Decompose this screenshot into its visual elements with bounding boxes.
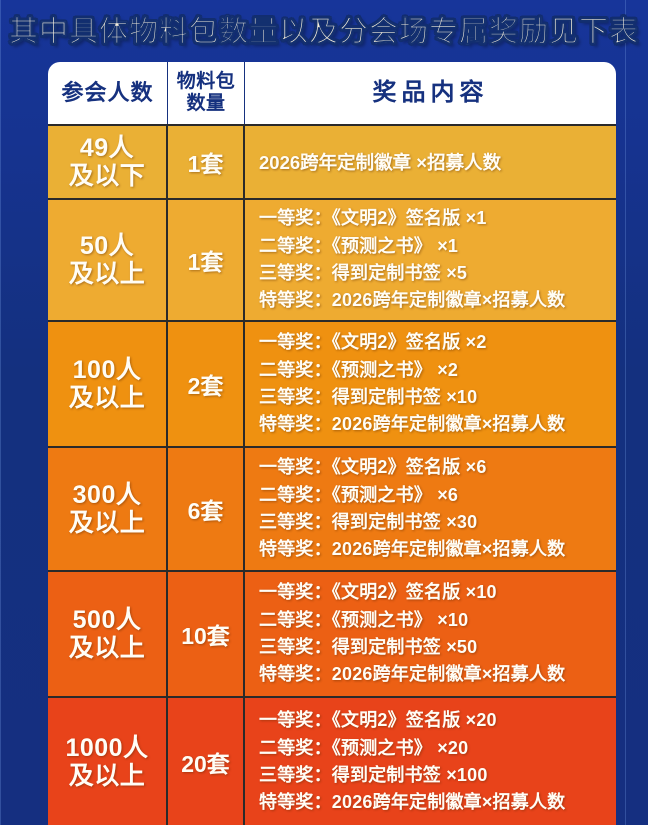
tier-line-1: 300人 xyxy=(72,481,142,509)
cell-attendee-tier: 50人 及以上 xyxy=(48,198,168,320)
table-body: 49人 及以下 1套 2026跨年定制徽章 ×招募人数 50人 及以上 1套 一等奖：《文明2… xyxy=(48,124,616,825)
prize-line: 特等奖：2026跨年定制徽章×招募人数 xyxy=(259,664,566,685)
column-header-prizes: 奖品内容 xyxy=(245,62,616,124)
tier-line-1: 1000人 xyxy=(65,734,149,762)
tier-line-2: 及以上 xyxy=(68,509,146,537)
cell-pack-count: 10套 xyxy=(168,570,245,696)
prize-line: 二等奖：《预测之书》 ×2 xyxy=(259,359,459,380)
table-row: 100人 及以上 2套 一等奖：《文明2》签名版 ×2 二等奖：《预测之书》 ×2 三等奖… xyxy=(48,320,616,446)
prize-line: 一等奖：《文明2》签名版 ×10 xyxy=(259,582,497,603)
prize-line: 二等奖：《预测之书》 ×20 xyxy=(259,737,469,758)
prize-line: 特等奖：2026跨年定制徽章×招募人数 xyxy=(259,792,566,813)
pack-count-value: 10套 xyxy=(181,623,230,649)
cell-prize-content: 一等奖：《文明2》签名版 ×6 二等奖：《预测之书》 ×6 三等奖：得到定制书签 ×… xyxy=(245,446,616,570)
tier-line-1: 100人 xyxy=(72,356,142,384)
cell-attendee-tier: 300人 及以上 xyxy=(48,446,168,570)
tier-line-1: 500人 xyxy=(72,606,142,634)
pack-count-value: 2套 xyxy=(187,373,224,399)
pack-count-value: 20套 xyxy=(181,751,230,777)
tier-line-2: 及以上 xyxy=(68,634,146,662)
table-row: 1000人 及以上 20套 一等奖：《文明2》签名版 ×20 二等奖：《预测之书》 ×2… xyxy=(48,696,616,825)
prize-line: 一等奖：《文明2》签名版 ×20 xyxy=(259,710,497,731)
prize-line: 特等奖：2026跨年定制徽章×招募人数 xyxy=(259,290,566,311)
column-header-attendees: 参会人数 xyxy=(48,62,168,124)
tier-line-2: 及以下 xyxy=(68,162,146,190)
cell-attendee-tier: 49人 及以下 xyxy=(48,124,168,198)
pack-count-value: 1套 xyxy=(187,249,224,275)
cell-prize-content: 一等奖：《文明2》签名版 ×20 二等奖：《预测之书》 ×20 三等奖：得到定制书签… xyxy=(245,696,616,825)
pack-count-value: 6套 xyxy=(187,498,224,524)
prize-line: 一等奖：《文明2》签名版 ×1 xyxy=(259,208,487,229)
prize-line: 二等奖：《预测之书》 ×1 xyxy=(259,235,459,256)
pack-count-value: 1套 xyxy=(187,151,224,177)
prize-line: 一等奖：《文明2》签名版 ×6 xyxy=(259,457,487,478)
background-guide-line-left xyxy=(0,0,1,825)
prize-line: 三等奖：得到定制书签 ×50 xyxy=(259,637,478,657)
cell-prize-content: 一等奖：《文明2》签名版 ×1 二等奖：《预测之书》 ×1 三等奖：得到定制书签 ×… xyxy=(245,198,616,320)
cell-attendee-tier: 100人 及以上 xyxy=(48,320,168,446)
cell-pack-count: 20套 xyxy=(168,696,245,825)
tier-line-2: 及以上 xyxy=(68,260,146,288)
prize-line: 三等奖：得到定制书签 ×100 xyxy=(259,765,488,785)
prize-line: 特等奖：2026跨年定制徽章×招募人数 xyxy=(259,414,566,435)
tier-line-2: 及以上 xyxy=(68,762,146,790)
cell-attendee-tier: 500人 及以上 xyxy=(48,570,168,696)
cell-pack-count: 2套 xyxy=(168,320,245,446)
rewards-table: 参会人数 物料包数量 奖品内容 49人 及以下 1套 2026跨年定制徽章 ×招募人数… xyxy=(48,62,616,825)
tier-line-1: 50人 xyxy=(79,232,135,260)
cell-prize-content: 2026跨年定制徽章 ×招募人数 xyxy=(245,124,616,198)
page-title-bar: 其中具体物料包数量以及分会场专属奖励见下表 xyxy=(0,0,648,58)
table-row: 500人 及以上 10套 一等奖：《文明2》签名版 ×10 二等奖：《预测之书》 ×10… xyxy=(48,570,616,696)
prize-line: 特等奖：2026跨年定制徽章×招募人数 xyxy=(259,539,566,560)
cell-pack-count: 1套 xyxy=(168,124,245,198)
cell-prize-content: 一等奖：《文明2》签名版 ×10 二等奖：《预测之书》 ×10 三等奖：得到定制书签… xyxy=(245,570,616,696)
prize-line: 二等奖：《预测之书》 ×10 xyxy=(259,609,469,630)
table-header-row: 参会人数 物料包数量 奖品内容 xyxy=(48,62,616,124)
prize-line: 三等奖：得到定制书签 ×5 xyxy=(259,263,468,283)
cell-pack-count: 1套 xyxy=(168,198,245,320)
prize-line: 2026跨年定制徽章 ×招募人数 xyxy=(259,152,502,173)
prize-line: 三等奖：得到定制书签 ×30 xyxy=(259,512,478,532)
table-row: 50人 及以上 1套 一等奖：《文明2》签名版 ×1 二等奖：《预测之书》 ×1 三等奖：… xyxy=(48,198,616,320)
prize-line: 二等奖：《预测之书》 ×6 xyxy=(259,484,459,505)
page-title: 其中具体物料包数量以及分会场专属奖励见下表 xyxy=(8,16,639,49)
cell-prize-content: 一等奖：《文明2》签名版 ×2 二等奖：《预测之书》 ×2 三等奖：得到定制书签 ×… xyxy=(245,320,616,446)
table-row: 300人 及以上 6套 一等奖：《文明2》签名版 ×6 二等奖：《预测之书》 ×6 三等奖… xyxy=(48,446,616,570)
column-header-packs: 物料包数量 xyxy=(168,62,245,124)
prize-line: 一等奖：《文明2》签名版 ×2 xyxy=(259,332,487,353)
tier-line-2: 及以上 xyxy=(68,384,146,412)
table-row: 49人 及以下 1套 2026跨年定制徽章 ×招募人数 xyxy=(48,124,616,198)
cell-pack-count: 6套 xyxy=(168,446,245,570)
tier-line-1: 49人 xyxy=(79,134,135,162)
background-guide-line-right xyxy=(625,0,626,825)
prize-line: 三等奖：得到定制书签 ×10 xyxy=(259,387,478,407)
cell-attendee-tier: 1000人 及以上 xyxy=(48,696,168,825)
